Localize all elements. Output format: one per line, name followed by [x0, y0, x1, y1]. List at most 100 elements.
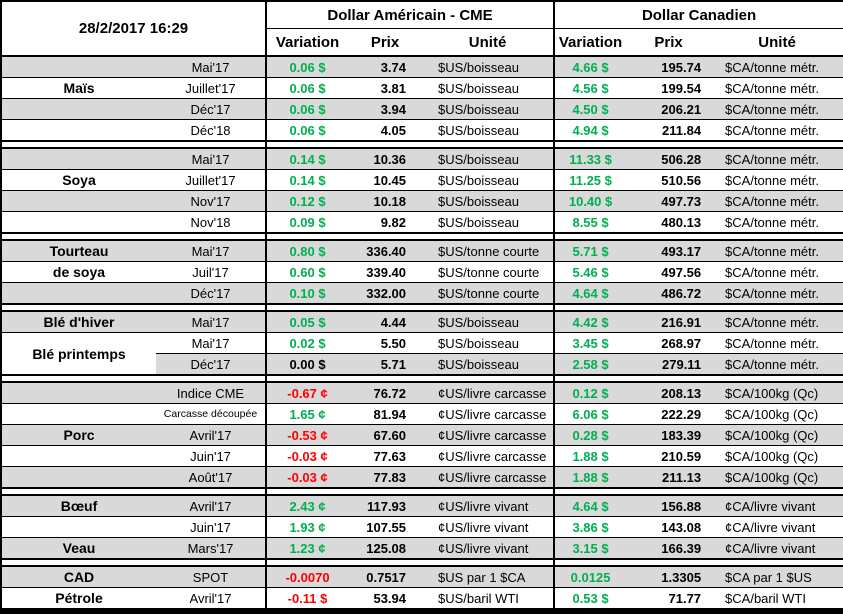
report-timestamp: 28/2/2017 16:29	[1, 1, 267, 57]
group-spacer-row	[1, 303, 843, 312]
cad-unit-cell: $CA/100kg (Qc)	[711, 466, 843, 488]
us-variation-cell: 0.60 $	[265, 261, 349, 283]
contract-month: Juillet'17	[156, 77, 267, 99]
commodity-label: CAD	[1, 565, 156, 588]
commodity-label: Blé printemps	[1, 332, 156, 375]
cad-variation-cell: 4.66 $	[553, 55, 627, 78]
cad-price-cell: 486.72	[626, 282, 712, 304]
us-variation-cell: 0.06 $	[265, 119, 349, 141]
contract-month: Déc'17	[156, 98, 267, 120]
us-price-cell: 10.45	[348, 169, 423, 191]
cad-unit-cell: $CA/baril WTI	[711, 587, 843, 611]
spacer-cell	[553, 303, 843, 312]
us-price-cell: 3.81	[348, 77, 423, 99]
spacer-cell	[553, 140, 843, 149]
us-unit-cell: ¢US/livre vivant	[422, 516, 555, 538]
cad-variation-cell: 4.42 $	[553, 310, 627, 333]
contract-month: Nov'17	[156, 190, 267, 212]
cad-variation-cell: 5.46 $	[553, 261, 627, 283]
spacer-cell	[1, 374, 267, 383]
cad-variation-cell: 5.71 $	[553, 239, 627, 262]
cad-unit-cell: $CA/tonne métr.	[711, 261, 843, 283]
cad-unit-cell: $CA par 1 $US	[711, 565, 843, 588]
contract-month: Nov'18	[156, 211, 267, 233]
us-variation-cell: 0.00 $	[265, 353, 349, 375]
us-price-cell: 9.82	[348, 211, 423, 233]
cad-unit-cell: $CA/100kg (Qc)	[711, 424, 843, 446]
price-row: Veau Mars'17 1.23 ¢ 125.08 ¢US/livre vivant 3…	[1, 537, 843, 559]
cad-price-cell: 199.54	[626, 77, 712, 99]
contract-month: Juin'17	[156, 445, 267, 467]
us-variation-cell: 2.43 ¢	[265, 494, 349, 517]
cad-price-cell: 216.91	[626, 310, 712, 333]
commodity-label: Bœuf	[1, 494, 156, 517]
price-row: Porc Avril'17 -0.53 ¢ 67.60 ¢US/livre carcas…	[1, 424, 843, 446]
us-unit-cell: $US/baril WTI	[422, 587, 555, 611]
us-unit-cell: $US/boisseau	[422, 332, 555, 354]
group-spacer-row	[1, 374, 843, 383]
cad-unit-cell: $CA/tonne métr.	[711, 282, 843, 304]
cad-price-cell: 210.59	[626, 445, 712, 467]
cad-variation-cell: 4.64 $	[553, 282, 627, 304]
us-variation-cell: 0.05 $	[265, 310, 349, 333]
us-unit-cell: $US par 1 $CA	[422, 565, 555, 588]
cad-unit-cell: $CA/tonne métr.	[711, 239, 843, 262]
cad-price-cell: 195.74	[626, 55, 712, 78]
cad-variation-cell: 4.50 $	[553, 98, 627, 120]
us-unit-cell: $US/boisseau	[422, 353, 555, 375]
commodity-label	[1, 190, 156, 212]
cad-col-variation: Variation	[553, 28, 627, 57]
commodity-label: Pétrole	[1, 587, 156, 611]
spacer-cell	[1, 558, 267, 567]
cad-variation-cell: 8.55 $	[553, 211, 627, 233]
us-variation-cell: -0.53 ¢	[265, 424, 349, 446]
cad-variation-cell: 11.33 $	[553, 147, 627, 170]
us-price-cell: 332.00	[348, 282, 423, 304]
commodity-label: Maïs	[1, 77, 156, 99]
cad-unit-cell: $CA/tonne métr.	[711, 211, 843, 233]
us-unit-cell: $US/boisseau	[422, 119, 555, 141]
price-row: Tourteau Mai'17 0.80 $336.40 $US/tonne cour…	[1, 239, 843, 262]
cad-price-cell: 222.29	[626, 403, 712, 425]
us-col-variation: Variation	[265, 28, 349, 57]
us-col-price: Prix	[348, 28, 423, 57]
cad-panel-title: Dollar Canadien	[553, 1, 843, 29]
price-row: Déc'17 0.06 $3.94 $US/boisseau 4.50 $206.21…	[1, 98, 843, 120]
price-row: Mai'17 0.14 $10.36 $US/boisseau 11.33 $506.…	[1, 147, 843, 170]
cad-variation-cell: 3.45 $	[553, 332, 627, 354]
cad-price-cell: 268.97	[626, 332, 712, 354]
cad-unit-cell: $CA/tonne métr.	[711, 77, 843, 99]
spacer-cell	[265, 232, 555, 241]
price-row: CAD SPOT -0.0070 0.7517 $US par 1 $CA 0.0125 1…	[1, 565, 843, 588]
cad-variation-cell: 11.25 $	[553, 169, 627, 191]
group-spacer-row	[1, 140, 843, 149]
contract-month: SPOT	[156, 565, 267, 588]
commodity-label	[1, 211, 156, 233]
cad-variation-cell: 4.64 $	[553, 494, 627, 517]
cad-price-cell: 497.56	[626, 261, 712, 283]
commodity-label	[1, 381, 156, 404]
commodity-label: de soya	[1, 261, 156, 283]
cad-variation-cell: 3.15 $	[553, 537, 627, 559]
cad-unit-cell: $CA/tonne métr.	[711, 353, 843, 375]
us-unit-cell: ¢US/livre vivant	[422, 537, 555, 559]
cad-unit-cell: $CA/tonne métr.	[711, 332, 843, 354]
us-price-cell: 336.40	[348, 239, 423, 262]
us-variation-cell: 0.80 $	[265, 239, 349, 262]
contract-month: Carcasse découpée	[156, 403, 267, 425]
cad-unit-cell: $CA/tonne métr.	[711, 310, 843, 333]
contract-month: Mai'17	[156, 332, 267, 354]
contract-month: Avril'17	[156, 424, 267, 446]
cad-variation-cell: 1.88 $	[553, 445, 627, 467]
cad-price-cell: 208.13	[626, 381, 712, 404]
cad-price-cell: 166.39	[626, 537, 712, 559]
contract-month: Avril'17	[156, 587, 267, 611]
spacer-cell	[265, 140, 555, 149]
spacer-cell	[1, 303, 267, 312]
cad-col-unit: Unité	[711, 28, 843, 57]
price-row: Blé printemps Mai'17 0.02 $5.50 $US/boissea…	[1, 332, 843, 375]
cad-variation-cell: 0.12 $	[553, 381, 627, 404]
price-row: Juin'17 1.93 ¢ 107.55 ¢US/livre vivant 3.86 …	[1, 516, 843, 538]
us-price-cell: 53.94	[348, 587, 423, 611]
cad-price-cell: 156.88	[626, 494, 712, 517]
